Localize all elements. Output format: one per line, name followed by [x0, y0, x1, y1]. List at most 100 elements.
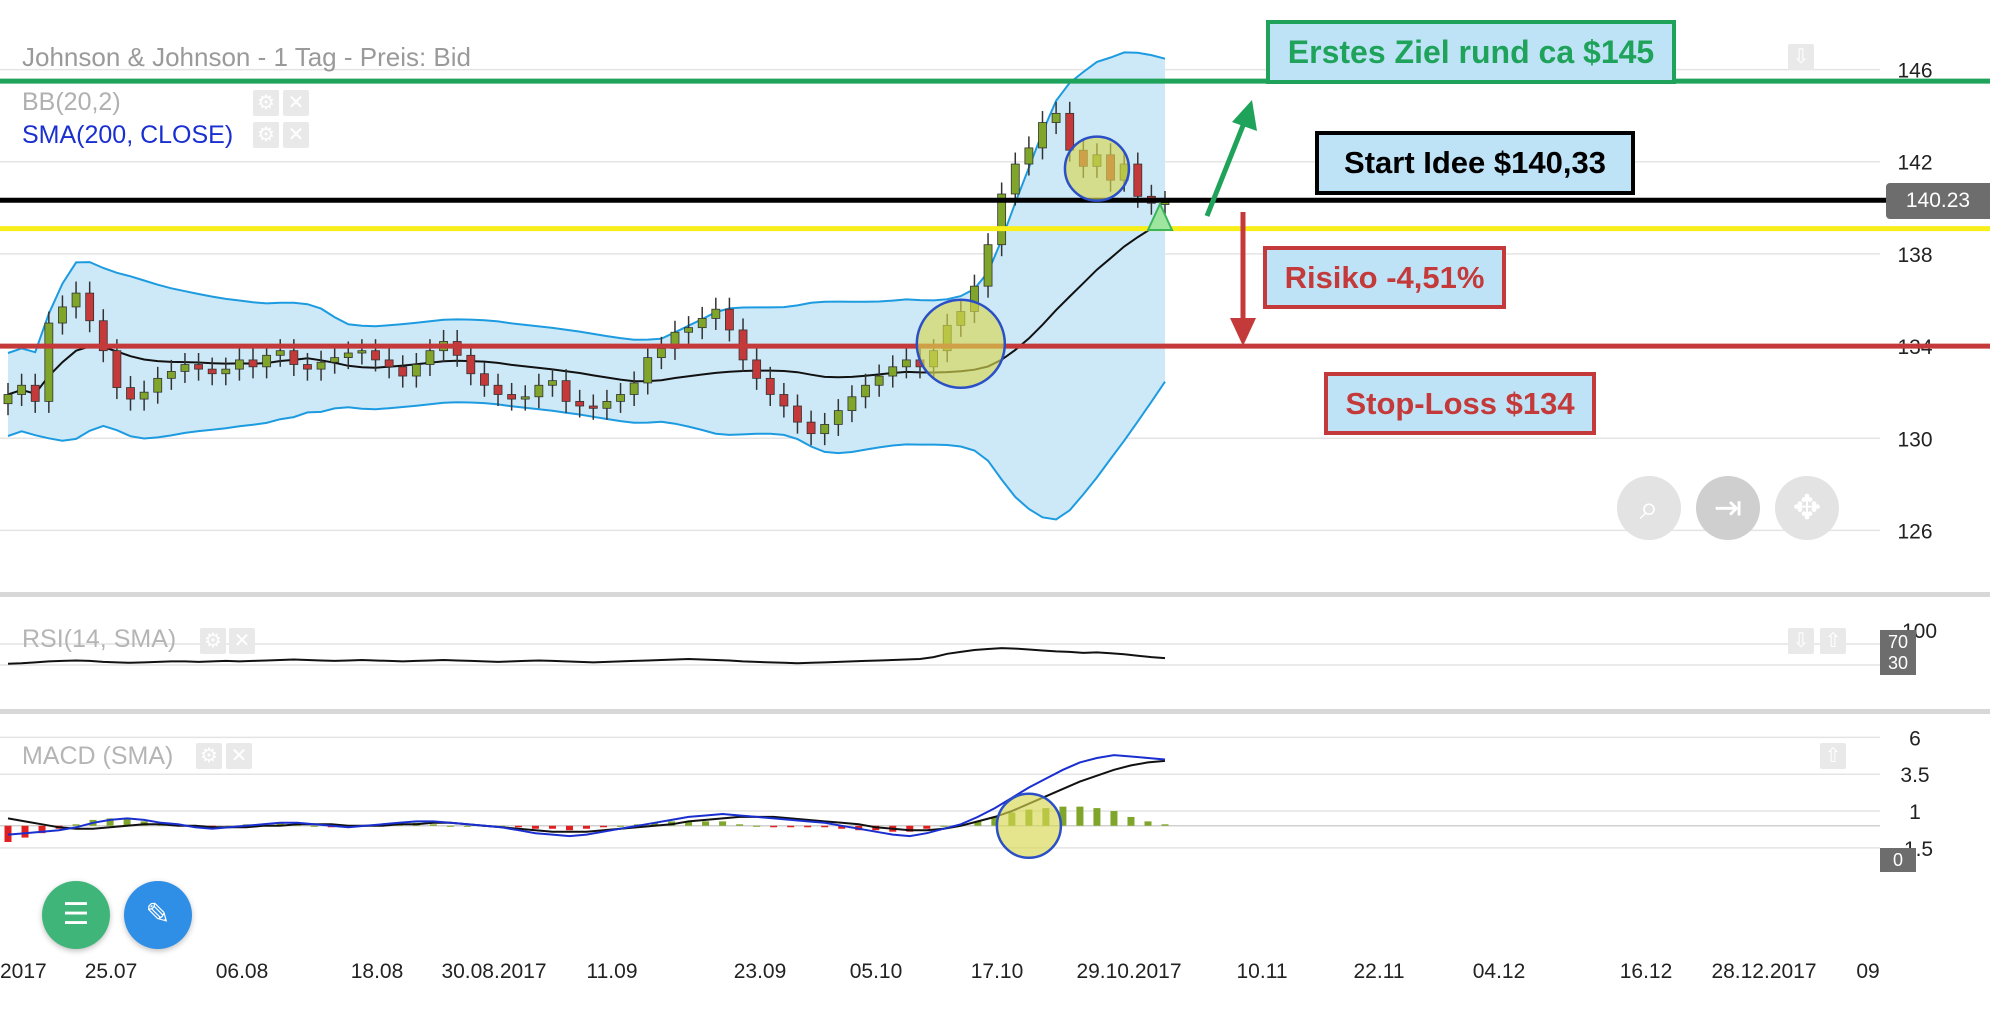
target-arrow-head: [1232, 100, 1257, 131]
macd-histogram-bar: [225, 825, 233, 827]
highlight-circle: [995, 792, 1063, 860]
close-icon[interactable]: ✕: [229, 628, 255, 654]
sma-label: SMA(200, CLOSE): [22, 121, 234, 149]
macd-histogram-bar: [1059, 806, 1067, 826]
candle: [1133, 163, 1143, 197]
bollinger-band-fill: [8, 52, 1165, 520]
candle: [153, 377, 163, 393]
entry-triangle: [1146, 201, 1174, 231]
macd-histogram-bar: [106, 818, 114, 826]
macd-histogram-bar: [1076, 806, 1084, 826]
arrow-up-icon[interactable]: ⇧: [1820, 743, 1846, 769]
candle: [330, 357, 340, 363]
candle: [833, 410, 843, 425]
x-tick-label: 23.09: [734, 960, 787, 983]
macd-histogram-bar: [787, 825, 795, 828]
candle: [3, 394, 13, 405]
x-tick-label: 16.12: [1620, 960, 1673, 983]
risk-arrow-head: [1230, 318, 1256, 346]
arrow-up-icon[interactable]: ⇧: [1820, 628, 1846, 654]
x-tick-label: 04.12: [1473, 960, 1526, 983]
x-tick-label: 11.09: [587, 960, 638, 983]
candle: [534, 384, 544, 398]
bollinger-lower-line: [7, 381, 1166, 521]
gear-icon[interactable]: ⚙: [253, 90, 279, 116]
macd-histogram-bar: [770, 825, 778, 828]
macd-histogram-bar: [446, 825, 454, 827]
x-tick-label: 18.08: [351, 960, 404, 983]
candle: [194, 364, 203, 370]
candle: [384, 359, 394, 368]
zoom-in-icon[interactable]: ⌕: [1617, 476, 1681, 540]
close-icon[interactable]: ✕: [283, 90, 309, 116]
candle: [126, 387, 135, 400]
macd-histogram-bar: [276, 822, 284, 826]
candle: [588, 405, 598, 409]
candle: [656, 347, 666, 359]
macd-histogram-bar: [1110, 811, 1118, 826]
stop-loss-annotation: Stop-Loss $134: [1324, 372, 1596, 435]
gear-icon[interactable]: ⚙: [253, 122, 279, 148]
candle: [711, 308, 721, 319]
candle: [888, 366, 898, 377]
candle: [1024, 147, 1034, 165]
target-arrow: [1204, 117, 1249, 217]
candle: [85, 292, 95, 322]
macd-histogram-bar: [72, 824, 80, 826]
candle: [58, 306, 67, 324]
candle: [234, 359, 244, 370]
pencil-icon[interactable]: ✎: [124, 881, 192, 949]
candle: [289, 350, 299, 365]
macd-signal-line: [7, 759, 1166, 833]
candle: [316, 361, 326, 370]
candle: [1065, 112, 1075, 151]
x-tick-label: 30.08.2017: [441, 960, 546, 983]
candle: [71, 292, 81, 308]
macd-histogram-bar: [429, 824, 437, 826]
arrow-down-icon[interactable]: ⇩: [1788, 628, 1814, 654]
candle: [752, 359, 762, 379]
candle: [343, 352, 353, 359]
candle: [357, 350, 367, 354]
candle: [561, 380, 571, 402]
macd-tick-label: 3.5: [1900, 764, 1929, 787]
macd-tick-label: 1: [1909, 801, 1921, 824]
candle: [98, 320, 108, 352]
candle: [520, 396, 530, 400]
arrow-down-icon[interactable]: ⇩: [1788, 44, 1814, 70]
candle: [30, 384, 40, 402]
current-price-tag: 140.23: [1886, 183, 1990, 219]
macd-histogram-bar: [821, 825, 829, 828]
macd-histogram-bar: [719, 821, 727, 826]
macd-histogram-bar: [1093, 808, 1101, 826]
bollinger-label: BB(20,2): [22, 88, 121, 116]
x-tick-label: 25.07: [85, 960, 138, 983]
candle: [1051, 112, 1061, 123]
gear-icon[interactable]: ⚙: [200, 628, 226, 654]
x-tick-label: 09: [1856, 960, 1879, 983]
macd-label: MACD (SMA): [22, 742, 174, 770]
macd-line: [7, 754, 1166, 838]
gear-icon[interactable]: ⚙: [196, 743, 222, 769]
candle: [262, 354, 272, 368]
candle: [629, 382, 639, 395]
candle: [180, 364, 190, 372]
jump-to-end-icon[interactable]: ⇥: [1696, 476, 1760, 540]
candle: [874, 375, 884, 386]
candle: [1038, 122, 1047, 149]
x-tick-label: 05.10: [850, 960, 903, 983]
close-icon[interactable]: ✕: [283, 122, 309, 148]
pan-icon[interactable]: ✥: [1775, 476, 1839, 540]
close-icon[interactable]: ✕: [226, 743, 252, 769]
y-tick-label: 126: [1897, 520, 1932, 543]
macd-histogram-bar: [565, 825, 573, 831]
menu-icon[interactable]: ☰: [42, 881, 110, 949]
candle: [398, 366, 408, 377]
macd-histogram-bar: [463, 825, 471, 827]
macd-histogram-bar: [497, 825, 505, 827]
goal-annotation: Erstes Ziel rund ca $145: [1266, 20, 1676, 84]
macd-histogram-bar: [21, 825, 29, 838]
macd-histogram-bar: [548, 825, 556, 829]
candle: [901, 359, 911, 368]
